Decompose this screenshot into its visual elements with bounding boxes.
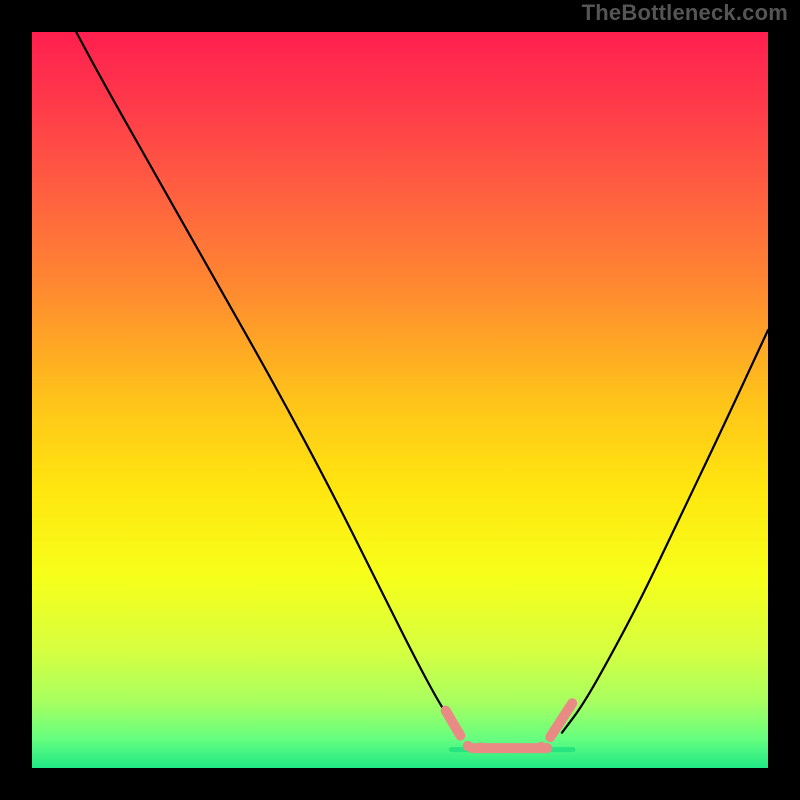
salmon-dot: [536, 742, 546, 752]
attribution-text: TheBottleneck.com: [582, 0, 788, 26]
salmon-dot: [463, 741, 473, 751]
salmon-dot: [522, 743, 532, 753]
salmon-dot: [491, 743, 501, 753]
plot-background: [32, 32, 768, 768]
salmon-dot: [507, 743, 517, 753]
salmon-dot: [476, 742, 486, 752]
bottleneck-chart: [0, 0, 800, 800]
